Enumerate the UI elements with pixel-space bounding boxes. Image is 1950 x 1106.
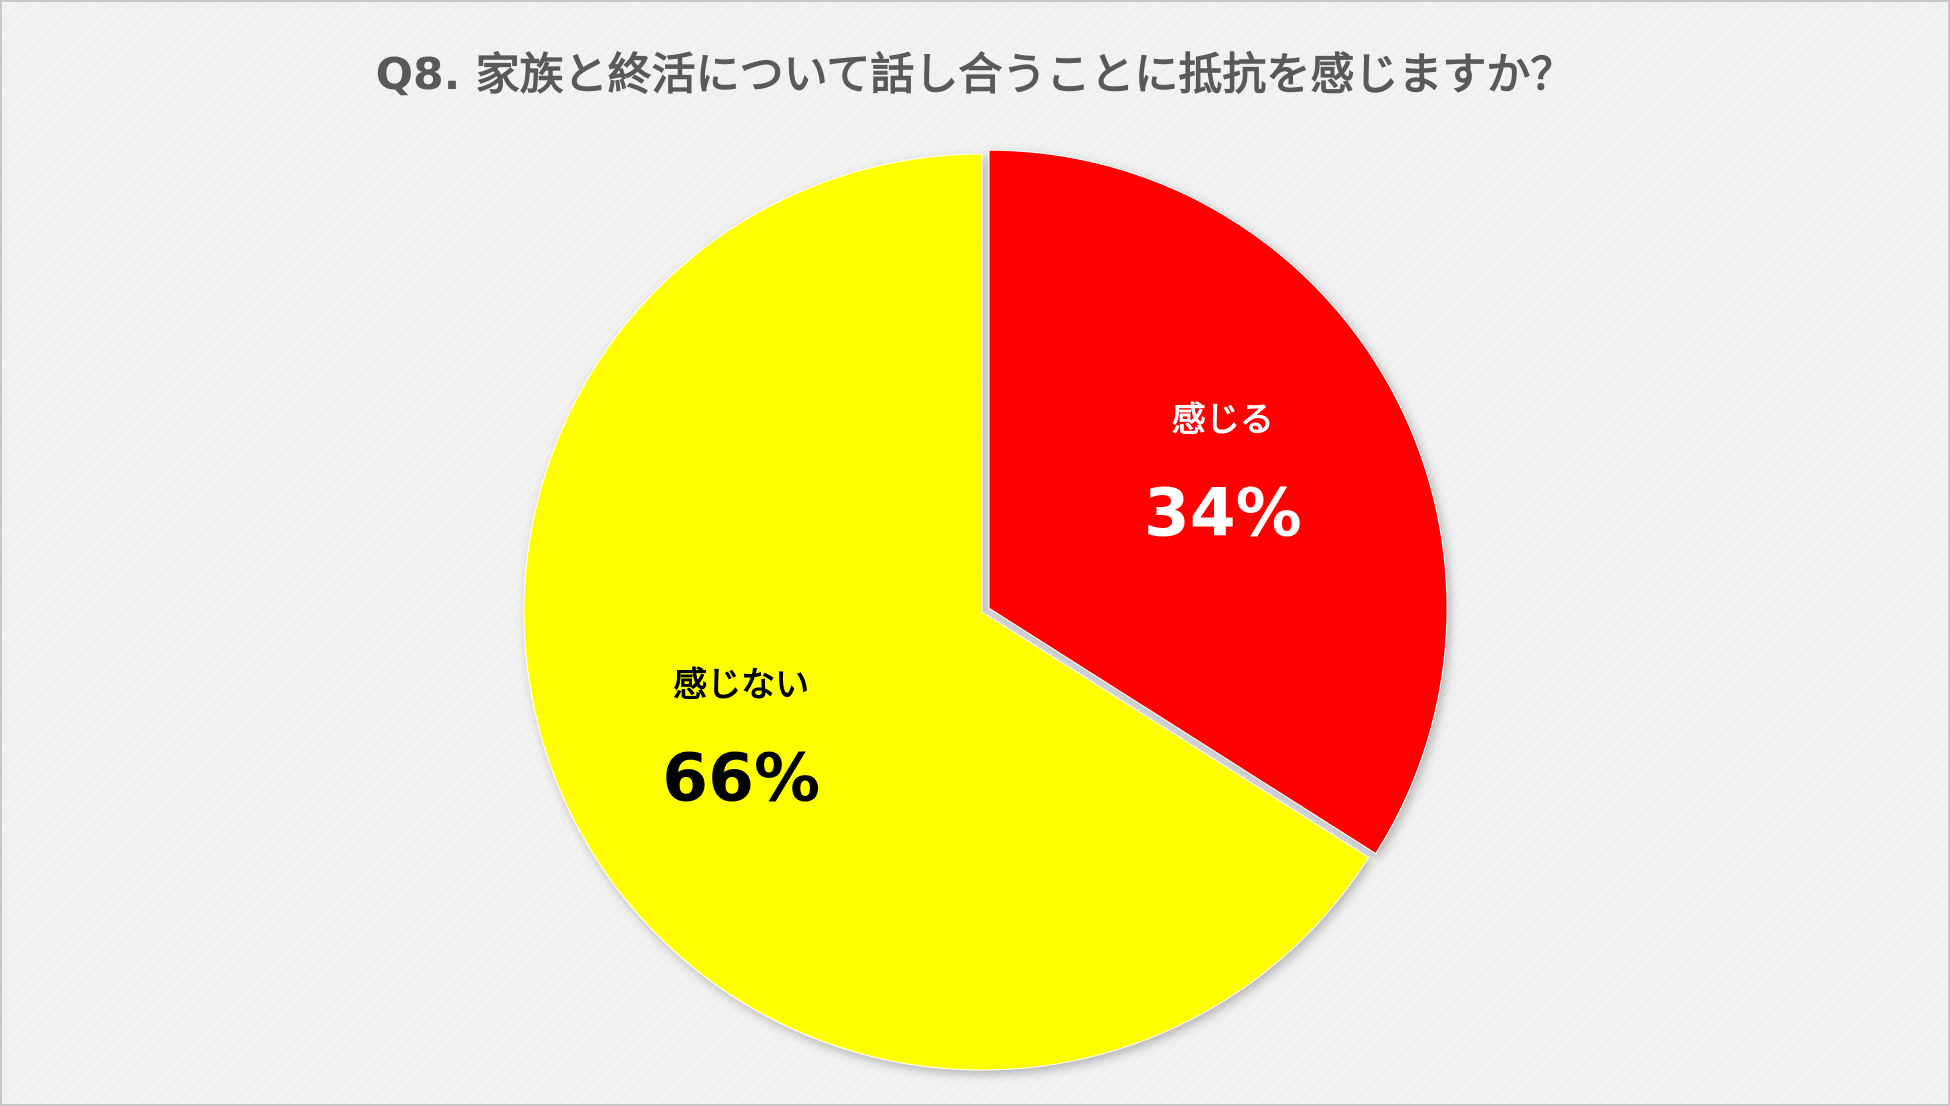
slice-label: 感じない [673,665,809,705]
value-label: 34% [1144,475,1302,552]
pie [523,149,1448,1071]
pie-slice [523,153,1370,1071]
value-label: 66% [662,739,820,816]
chart-title: Q8. 家族と終活について話し合うことに抵抗を感じますか？ [376,49,1575,100]
slice-label: 感じる [1172,400,1274,440]
pie-slice [988,149,1448,855]
